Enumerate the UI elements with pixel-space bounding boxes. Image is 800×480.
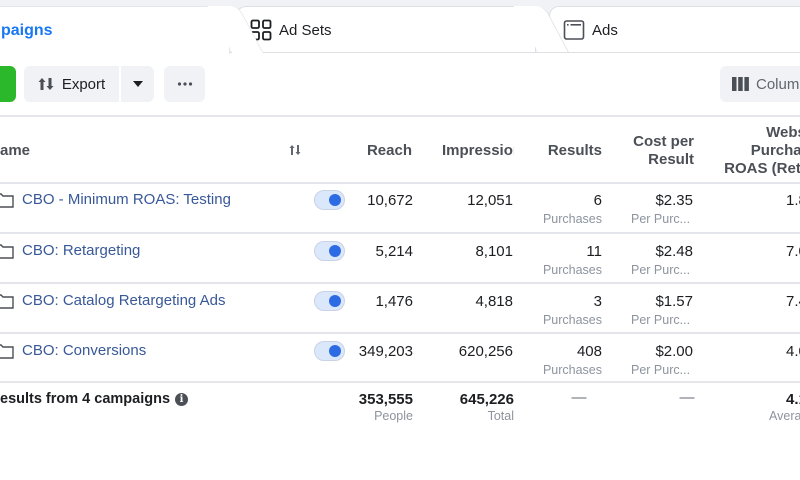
summary-label-text: esults from 4 campaigns — [0, 391, 171, 407]
tab-divider — [0, 52, 800, 53]
header-roas-line3: ROAS (Retu — [724, 160, 800, 177]
results-type: Purchases — [542, 363, 602, 377]
header-results[interactable]: Results — [547, 142, 602, 159]
cost-type: Per Purc... — [631, 313, 691, 327]
tab-ad-sets-label: Ad Sets — [279, 21, 332, 39]
header-roas-line1: Websi — [766, 124, 800, 141]
impressions-value: 12,051 — [467, 192, 513, 209]
impressions-value: 620,256 — [458, 343, 513, 360]
row-divider — [0, 282, 800, 284]
folder-icon — [0, 344, 14, 359]
tab-ads-label: Ads — [592, 21, 618, 39]
header-cost-per-result[interactable]: Cost per Result — [610, 133, 694, 169]
roas-value: 1.8 — [786, 192, 800, 209]
campaign-toggle[interactable] — [314, 341, 345, 361]
folder-icon — [0, 294, 14, 309]
roas-value: 7.0 — [786, 243, 800, 260]
roas-value: 7.4 — [786, 293, 800, 310]
folder-icon — [0, 244, 14, 259]
reach-value: 1,476 — [375, 293, 413, 310]
summary-impressions: 645,226 — [459, 391, 514, 408]
campaign-name-link[interactable]: CBO: Catalog Retargeting Ads — [22, 292, 226, 309]
columns-icon — [732, 77, 749, 91]
header-cost-line1: Cost per — [633, 133, 694, 150]
create-button[interactable] — [0, 66, 16, 102]
reach-value: 10,672 — [367, 192, 413, 209]
row-divider — [0, 232, 800, 234]
header-website-purchase-roas[interactable]: Websi Purchas ROAS (Retu — [700, 124, 800, 178]
campaign-name-link[interactable]: CBO: Retargeting — [22, 242, 141, 259]
table-top-border — [0, 115, 800, 117]
cost-value: $1.57 — [655, 293, 693, 310]
cost-value: $2.00 — [655, 343, 693, 360]
cost-type: Per Purc... — [631, 263, 691, 277]
export-button[interactable]: Export — [24, 66, 119, 102]
reach-value: 349,203 — [358, 343, 413, 360]
summary-roas-unit: Avera — [769, 409, 800, 423]
header-roas-line2: Purchas — [750, 142, 800, 159]
campaign-toggle[interactable] — [314, 241, 345, 261]
results-type: Purchases — [542, 212, 602, 226]
results-type: Purchases — [542, 313, 602, 327]
columns-button[interactable]: Colum — [720, 66, 800, 102]
tab-ads[interactable]: Ads — [549, 6, 800, 53]
summary-results: — — [571, 389, 587, 406]
ellipsis-icon — [177, 82, 192, 86]
results-value: 408 — [576, 343, 602, 360]
tab-ad-sets[interactable]: Ad Sets — [236, 6, 536, 53]
campaign-toggle[interactable] — [314, 291, 345, 311]
toggle-knob — [329, 245, 341, 257]
cost-value: $2.35 — [655, 192, 693, 209]
reach-value: 5,214 — [375, 243, 413, 260]
summary-impressions-unit: Total — [487, 409, 514, 423]
columns-label: Colum — [756, 75, 800, 93]
tab-campaigns-label: paigns — [1, 21, 53, 39]
cost-type: Per Purc... — [631, 363, 691, 377]
summary-cost: — — [679, 389, 695, 406]
header-reach[interactable]: Reach — [366, 142, 412, 159]
roas-value: 4.0 — [786, 343, 800, 360]
summary-reach: 353,555 — [358, 391, 413, 408]
more-options-button[interactable] — [164, 66, 205, 102]
results-value: 11 — [586, 243, 602, 260]
header-cost-line2: Result — [648, 151, 694, 168]
results-value: 3 — [593, 293, 602, 310]
results-value: 6 — [593, 192, 602, 209]
export-dropdown-button[interactable] — [121, 66, 154, 102]
toggle-knob — [329, 295, 341, 307]
window-icon — [563, 20, 585, 40]
row-divider — [0, 381, 800, 383]
export-arrows-icon — [38, 78, 54, 90]
caret-down-icon — [132, 81, 143, 87]
summary-label: esults from 4 campaigns i — [0, 391, 189, 407]
toolbar: Export Colum — [0, 53, 800, 115]
cost-type: Per Purc... — [631, 212, 691, 226]
header-divider — [0, 182, 800, 184]
summary-reach-unit: People — [374, 409, 413, 423]
campaign-name-link[interactable]: CBO: Conversions — [22, 342, 147, 359]
tab-campaigns[interactable]: paigns — [0, 6, 230, 54]
summary-roas: 4.1 — [786, 391, 800, 408]
sort-arrows-icon[interactable] — [289, 144, 301, 156]
impressions-value: 8,101 — [475, 243, 513, 260]
folder-icon — [0, 193, 14, 208]
campaign-toggle[interactable] — [314, 190, 345, 210]
export-label: Export — [61, 75, 106, 93]
results-type: Purchases — [542, 263, 602, 277]
header-name[interactable]: ame — [0, 142, 31, 159]
row-divider — [0, 332, 800, 334]
impressions-value: 4,818 — [475, 293, 513, 310]
header-impressions[interactable]: Impression — [442, 142, 514, 159]
toggle-knob — [329, 345, 341, 357]
info-icon[interactable]: i — [175, 393, 189, 406]
campaign-name-link[interactable]: CBO - Minimum ROAS: Testing — [22, 191, 231, 208]
cost-value: $2.48 — [655, 243, 693, 260]
toggle-knob — [329, 194, 341, 206]
tab-bar: paigns Ad Sets Ads — [0, 0, 800, 54]
